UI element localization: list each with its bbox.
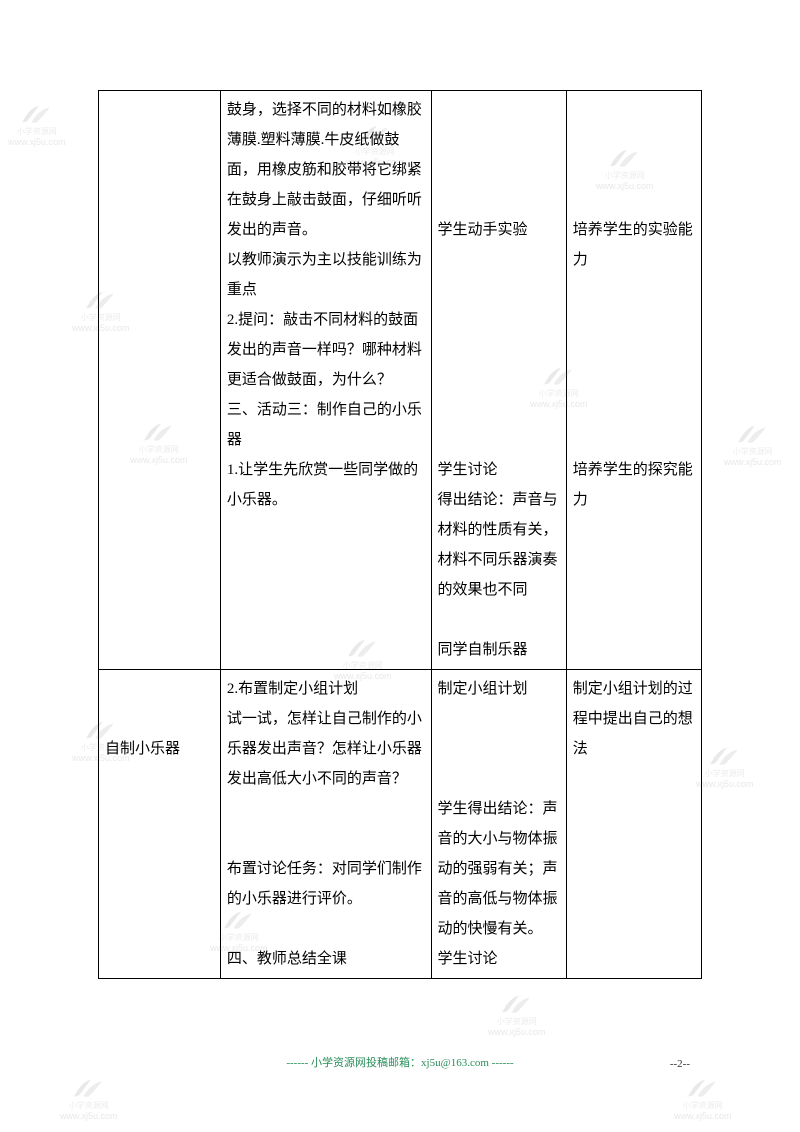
text-block [438,155,560,185]
text-block: 培养学生的探究能力 [573,455,695,515]
text-block: 得出结论：声音与材料的性质有关，材料不同乐器演奏的效果也不同 [438,485,560,605]
text-block: 鼓身，选择不同的材料如橡胶薄膜.塑料薄膜.牛皮纸做鼓面，用橡皮筋和胶带将它绑紧在… [227,95,425,245]
cell-purpose: 培养学生的实验能力 培养学生的探究能力 [566,91,701,670]
text-block [573,95,695,125]
text-block [438,734,560,764]
text-block [438,395,560,425]
cell-student-activity: 学生动手实验 学生讨论 得出结论：声音与材料的性质有关，材料不同乐器演奏的效果也… [431,91,566,670]
text-block [438,425,560,455]
text-block [227,824,425,854]
text-block: 三、活动三：制作自己的小乐器 [227,395,425,455]
text-block [438,764,560,794]
cell-teacher-activity: 2.布置制定小组计划 试一试，怎样让自己制作的小乐器发出声音？怎样让小乐器发出高… [220,670,431,979]
text-block [438,365,560,395]
text-block: 以教师演示为主以技能训练为重点 [227,245,425,305]
cell-stage [99,91,221,670]
text-block: 学生动手实验 [438,215,560,245]
text-block: 学生讨论 [438,944,560,974]
text-block [438,185,560,215]
text-block [573,125,695,155]
text-block [105,914,214,944]
text-block [438,275,560,305]
text-block: 学生讨论 [438,455,560,485]
text-block [105,854,214,884]
table-row: 自制小乐器 2.布置制定小组计划 试一试，怎样让自己制作的小乐器发出声音？怎样让… [99,670,702,979]
text-block [573,155,695,185]
text-block: 培养学生的实验能力 [573,215,695,275]
text-block [227,914,425,944]
table-row: 鼓身，选择不同的材料如橡胶薄膜.塑料薄膜.牛皮纸做鼓面，用橡皮筋和胶带将它绑紧在… [99,91,702,670]
text-block [438,704,560,734]
text-block [573,305,695,335]
text-block [105,944,214,974]
text-block: 制定小组计划 [438,674,560,704]
text-block [438,95,560,125]
text-block: 自制小乐器 [105,734,214,764]
cell-teacher-activity: 鼓身，选择不同的材料如橡胶薄膜.塑料薄膜.牛皮纸做鼓面，用橡皮筋和胶带将它绑紧在… [220,91,431,670]
text-block [105,704,214,734]
cell-student-activity: 制定小组计划 学生得出结论：声音的大小与物体振动的强弱有关；声音的高低与物体振动… [431,670,566,979]
text-block [438,605,560,635]
text-block: 四、教师总结全课 [227,944,425,974]
text-block: 学生得出结论：声音的大小与物体振动的强弱有关；声音的高低与物体振动的快慢有关。 [438,794,560,944]
lesson-plan-table: 鼓身，选择不同的材料如橡胶薄膜.塑料薄膜.牛皮纸做鼓面，用橡皮筋和胶带将它绑紧在… [98,90,702,979]
text-block: 2.提问：敲击不同材料的鼓面发出的声音一样吗？哪种材料更适合做鼓面，为什么？ [227,305,425,395]
text-block [438,305,560,335]
text-block: 试一试，怎样让自己制作的小乐器发出声音？怎样让小乐器发出高低大小不同的声音？ [227,704,425,794]
text-block [227,794,425,824]
text-block: 同学自制乐器 [438,635,560,665]
text-block [105,824,214,854]
text-block [438,245,560,275]
document-page: 鼓身，选择不同的材料如橡胶薄膜.塑料薄膜.牛皮纸做鼓面，用橡皮筋和胶带将它绑紧在… [0,0,800,1132]
text-block [105,764,214,794]
text-block: 1.让学生先欣赏一些同学做的小乐器。 [227,455,425,515]
text-block: 制定小组计划的过程中提出自己的想法 [573,674,695,764]
text-block [573,425,695,455]
text-block [573,335,695,365]
text-block [105,884,214,914]
text-block [573,275,695,305]
text-block [573,395,695,425]
text-block [105,794,214,824]
text-block [573,185,695,215]
text-block: 2.布置制定小组计划 [227,674,425,704]
text-block [105,674,214,704]
text-block [438,125,560,155]
cell-purpose: 制定小组计划的过程中提出自己的想法 [566,670,701,979]
cell-stage: 自制小乐器 [99,670,221,979]
text-block [438,335,560,365]
text-block [573,365,695,395]
page-number: --2-- [670,1058,690,1070]
text-block: 布置讨论任务：对同学们制作的小乐器进行评价。 [227,854,425,914]
